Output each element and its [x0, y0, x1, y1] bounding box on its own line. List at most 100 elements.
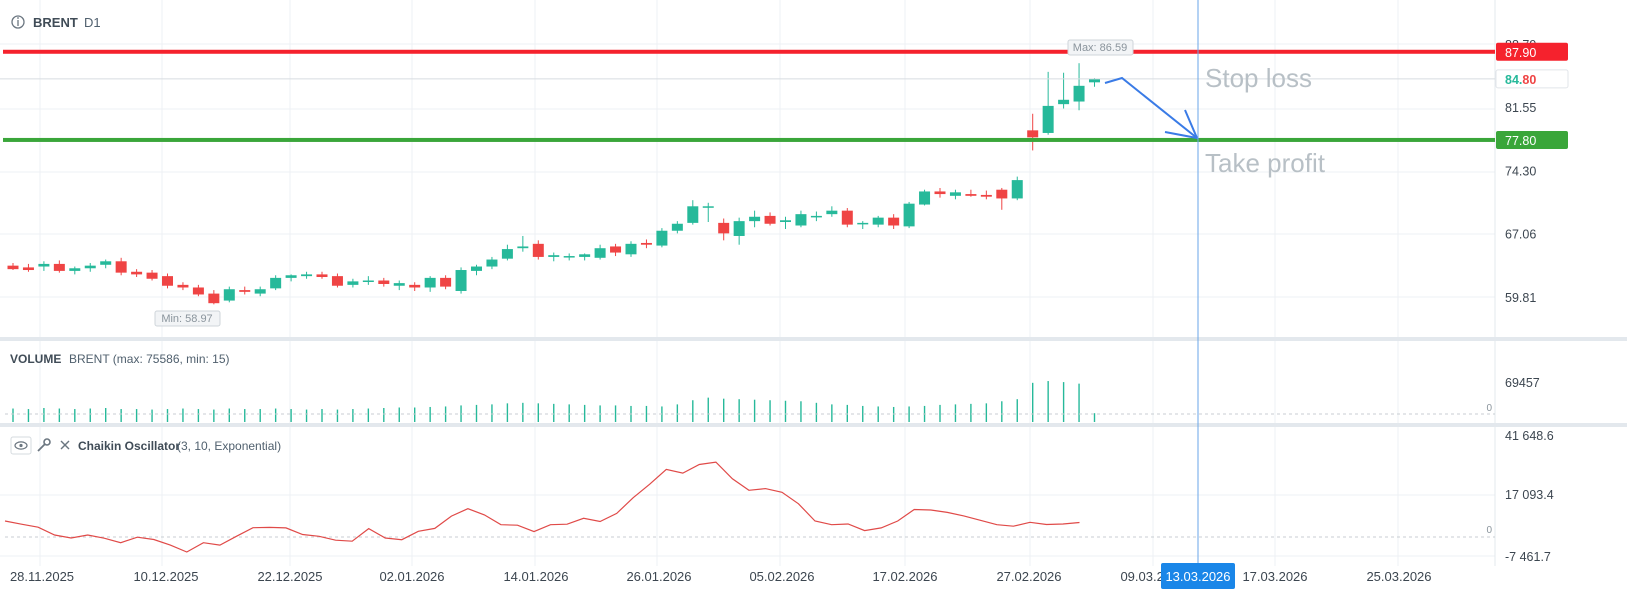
candle-up [455, 270, 467, 291]
chaikin-line [4, 461, 1080, 553]
candle-down [1027, 130, 1039, 138]
date-tick: 05.02.2026 [749, 569, 814, 584]
candle-up [100, 261, 112, 265]
candle-down [965, 194, 977, 196]
candle-down [177, 284, 189, 288]
candle-down [162, 276, 173, 286]
oscillator-params: (3, 10, Exponential) [177, 439, 281, 453]
cursor-date-badge: 13.03.2026 [1161, 563, 1235, 589]
candle-up [1058, 99, 1070, 105]
volume-zero-label: 0 [1486, 403, 1492, 414]
date-tick: 28.11.2025 [10, 569, 74, 584]
candle-up [594, 248, 606, 258]
stop-loss-tag-label: 87.90 [1505, 46, 1536, 60]
date-tick: 27.02.2026 [996, 569, 1061, 584]
info-icon[interactable] [11, 15, 25, 29]
max-badge: Max: 86.59 [1067, 39, 1134, 56]
volume-bars [12, 381, 1096, 422]
close-icon-stroke-b [60, 440, 70, 450]
candle-up [826, 210, 838, 215]
candle-up [301, 274, 313, 277]
candle-up [872, 217, 884, 225]
volume-title: VOLUME [10, 352, 61, 366]
candle-up [84, 265, 96, 269]
date-tick: 17.03.2026 [1242, 569, 1307, 584]
candle-up [780, 220, 791, 223]
candle-up [919, 191, 931, 205]
symbol-label: BRENT [33, 15, 78, 30]
date-tick: 02.01.2026 [379, 569, 444, 584]
price-tick: 59.81 [1505, 291, 1536, 305]
candle-down [841, 210, 853, 225]
candle-up [903, 203, 915, 227]
candle-down [316, 274, 328, 278]
oscillator-header: Chaikin Oscillator (3, 10, Exponential) [10, 436, 281, 455]
candle-up [38, 263, 50, 267]
candle-up [471, 266, 482, 271]
wrench-icon-head [43, 438, 51, 446]
candle-up [393, 283, 405, 286]
eye-icon-pupil [19, 443, 23, 448]
candle-up [1073, 85, 1085, 102]
current-price-tag-label: 84.80 [1505, 73, 1536, 87]
candle-down [22, 267, 34, 271]
wrench-icon[interactable] [37, 438, 51, 452]
chart-header: BRENT D1 [11, 15, 101, 30]
candles [7, 63, 1100, 305]
date-tick: 10.12.2025 [133, 569, 198, 584]
panel-separator-volume-osc [0, 423, 1627, 427]
candle-down [996, 189, 1008, 199]
candle-down [532, 243, 544, 257]
cursor-date-box [1161, 563, 1235, 589]
candle-down [440, 277, 452, 287]
date-tick: 25.03.2026 [1366, 569, 1431, 584]
panel-separator-price-volume [0, 337, 1627, 341]
oscillator-title: Chaikin Oscillator [78, 439, 180, 453]
stop-loss-text: Stop loss [1205, 63, 1312, 93]
stop-loss-line [3, 49, 1495, 54]
max-label: Max: 86.59 [1073, 42, 1127, 54]
forecast-arrow-line [1104, 76, 1198, 139]
candle-up [285, 275, 297, 278]
candle-up [949, 192, 961, 196]
close-icon[interactable] [60, 440, 70, 450]
candle-down [146, 272, 158, 279]
current-price-tag [1495, 69, 1569, 89]
candle-up [362, 280, 374, 282]
date-tick: 14.01.2026 [503, 569, 568, 584]
oscillator-axis: 41 648.6 17 093.4 -7 461.7 [1505, 429, 1554, 564]
max-badge-box [1067, 39, 1134, 56]
panel-separators [0, 0, 1627, 566]
candle-up [671, 223, 683, 231]
price-levels [0, 49, 1495, 142]
min-label: Min: 58.97 [161, 313, 212, 325]
candle-down [192, 287, 204, 295]
candle-down [378, 280, 390, 284]
candle-up [625, 243, 637, 255]
grid [0, 0, 1495, 566]
candle-down [764, 215, 776, 224]
candle-down [331, 276, 343, 286]
candle-up [223, 289, 235, 301]
candle-up [1089, 78, 1100, 83]
info-icon-dot [17, 17, 19, 19]
candle-down [888, 217, 900, 226]
timeframe-label: D1 [84, 15, 101, 30]
volume-top-tick: 69457 [1505, 376, 1540, 390]
candle-up [1042, 105, 1054, 133]
candle-up [563, 256, 575, 258]
candle-down [208, 293, 220, 304]
candle-down [131, 271, 143, 275]
candle-up [810, 215, 822, 218]
time-axis: 28.11.2025 10.12.2025 22.12.2025 02.01.2026… [10, 569, 1432, 584]
eye-icon [14, 441, 28, 450]
candle-down [409, 284, 421, 288]
candle-up [486, 259, 498, 267]
price-tick: 67.06 [1505, 228, 1536, 242]
candle-down [239, 290, 251, 292]
candle-up [733, 221, 745, 236]
take-profit-text: Take profit [1205, 148, 1326, 178]
candle-down [640, 242, 652, 245]
